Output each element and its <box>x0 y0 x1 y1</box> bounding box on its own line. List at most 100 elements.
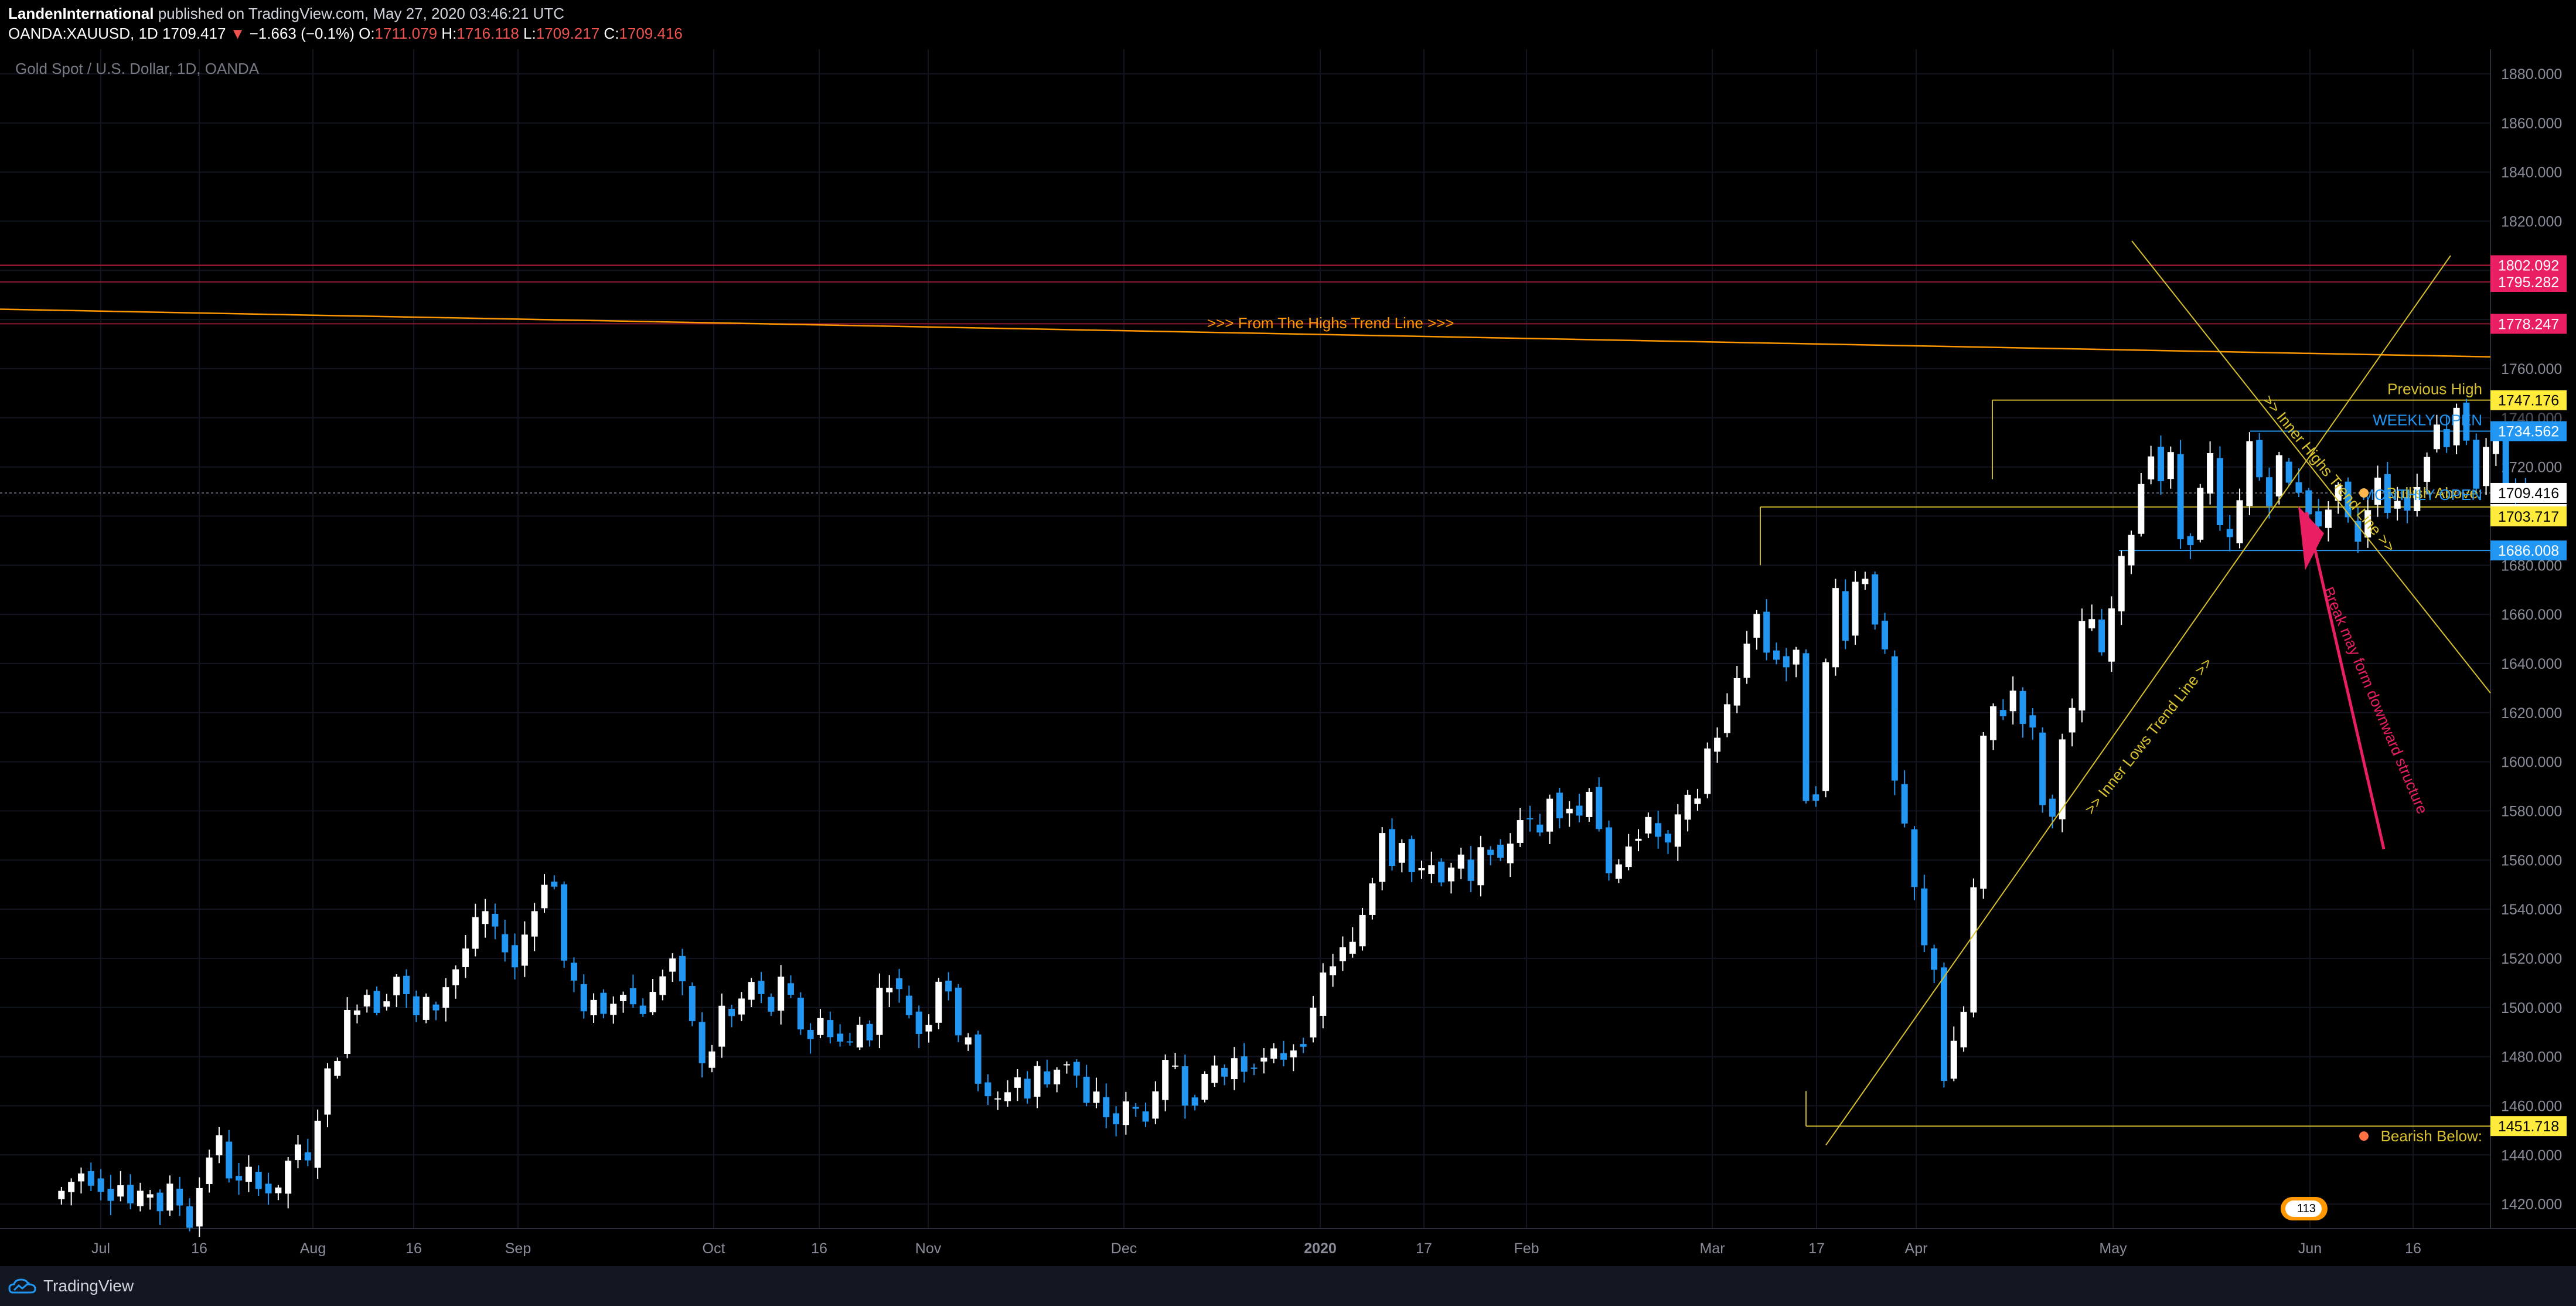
candle-body <box>1812 794 1819 801</box>
candle-body <box>1960 1012 1967 1047</box>
price-tag-prev-high: 1747.176 <box>2498 393 2559 409</box>
candle-body <box>127 1185 134 1203</box>
candle-body <box>817 1018 824 1035</box>
candle-body <box>58 1191 65 1199</box>
candle-body <box>1418 868 1425 870</box>
candle-body <box>1990 706 1997 740</box>
candle-body <box>629 988 636 1005</box>
candle-body <box>512 945 519 968</box>
candle-body <box>117 1185 124 1197</box>
candle-body <box>1526 818 1534 819</box>
chart-header: LandenInternational published on Trading… <box>0 0 2576 49</box>
candle-body <box>1132 1107 1139 1109</box>
time-tick-label: Feb <box>1514 1240 1539 1257</box>
publish-info: published on TradingView.com, May 27, 20… <box>158 5 564 22</box>
price-tag-1795-bg <box>2490 272 2567 293</box>
weekly-open-label: WEEKLY OPEN <box>2373 411 2482 429</box>
candle-body <box>226 1141 233 1179</box>
price-tag-monthly-bg <box>2490 540 2567 561</box>
candle-body <box>107 1189 114 1201</box>
candle-body <box>1753 614 1760 638</box>
candle-body <box>1221 1067 1228 1077</box>
candle-body <box>1842 591 1849 641</box>
candle-body <box>97 1178 104 1192</box>
time-axis[interactable]: Jul 16 Aug 16 Sep Oct 16 Nov Dec 2020 17 Feb Mar 17 Ap… <box>0 1228 2576 1257</box>
previous-high-label: Previous High <box>2387 380 2482 398</box>
candle-body <box>748 982 755 1000</box>
candle-body <box>413 996 420 1016</box>
candle-body <box>1359 914 1366 947</box>
price-tag-prev-high-bg <box>2490 390 2567 410</box>
price-tag-weekly-bg <box>2490 421 2567 441</box>
candle-body <box>1546 798 1553 832</box>
ohlc-line: OANDA:XAUUSD, 1D 1709.417 ▼ −1.663 (−0.1… <box>8 25 683 43</box>
price-tag-last-bg <box>2490 482 2567 503</box>
publish-line: LandenInternational published on Trading… <box>8 5 564 23</box>
candle-body <box>482 911 489 924</box>
price-tick-label: 1420.000 <box>2501 1196 2562 1213</box>
candle-body <box>265 1183 272 1193</box>
candle-body <box>531 911 538 937</box>
horizontal-levels[interactable] <box>0 264 2490 1127</box>
candle-body <box>1931 948 1938 970</box>
candle-body <box>2483 447 2490 487</box>
candle-body <box>2473 440 2480 489</box>
candle-body <box>393 977 400 996</box>
price-tag-1802-bg <box>2490 255 2567 276</box>
candle-body <box>2177 454 2184 539</box>
price-chart[interactable]: 1880.0001860.0001840.0001820.0001800.000… <box>0 49 2576 1266</box>
candle-body <box>1201 1073 1208 1100</box>
candlestick-series <box>58 399 2529 1237</box>
break-arrow-head <box>2298 506 2324 570</box>
from-highs-trend-line[interactable] <box>0 308 2491 358</box>
candle-body <box>1566 808 1573 814</box>
candle-body <box>718 1005 725 1047</box>
candle-body <box>2275 455 2282 496</box>
price-tick-label: 1880.000 <box>2501 66 2562 83</box>
candle-body <box>2256 440 2263 478</box>
author-name[interactable]: LandenInternational <box>8 5 154 22</box>
open-label: O: <box>359 25 375 42</box>
price-tag-monthly: 1686.008 <box>2498 543 2559 559</box>
candle-body <box>1635 838 1642 841</box>
candle-body <box>1171 1065 1178 1067</box>
candle-body <box>837 1033 844 1042</box>
inner-lows-trend-line[interactable] <box>1825 255 2451 1146</box>
candle-body <box>2394 501 2401 509</box>
candle-body <box>768 996 775 1012</box>
candle-body <box>1783 656 1790 668</box>
candle-body <box>2246 441 2253 506</box>
candle-body <box>2364 510 2371 538</box>
price-tick-label: 1820.000 <box>2501 213 2562 230</box>
candle-body <box>2019 691 2026 725</box>
candle-body <box>87 1171 94 1186</box>
candle-body <box>442 987 449 1008</box>
candle-body <box>955 987 962 1036</box>
tradingview-logo[interactable]: TradingView <box>8 1277 134 1295</box>
candle-body <box>1921 888 1928 946</box>
time-tick-label: Aug <box>300 1240 326 1257</box>
candle-body <box>383 1001 390 1007</box>
inner-highs-trend-line[interactable] <box>2131 240 2491 693</box>
candle-body <box>2345 481 2352 518</box>
candle-body <box>778 977 785 1011</box>
event-badge-inner <box>2285 1200 2322 1217</box>
candle-body <box>1901 784 1908 824</box>
symbol-label: OANDA:XAUUSD, 1D <box>8 25 158 42</box>
candle-body <box>176 1188 183 1206</box>
candle-body <box>886 988 893 992</box>
candle-body <box>324 1068 331 1115</box>
candle-body <box>1556 793 1563 818</box>
candle-body <box>521 934 528 966</box>
down-arrow-icon: ▼ <box>230 25 246 42</box>
candle-body <box>432 1004 439 1011</box>
candle-body <box>137 1191 144 1206</box>
candle-body <box>994 1098 1001 1100</box>
candle-body <box>1211 1065 1218 1083</box>
candle-body <box>363 995 370 1007</box>
break-arrow[interactable] <box>2305 512 2386 849</box>
candle-body <box>2354 521 2362 542</box>
candle-body <box>1684 794 1691 820</box>
candle-body <box>1615 864 1622 879</box>
candle-body <box>610 1004 617 1015</box>
